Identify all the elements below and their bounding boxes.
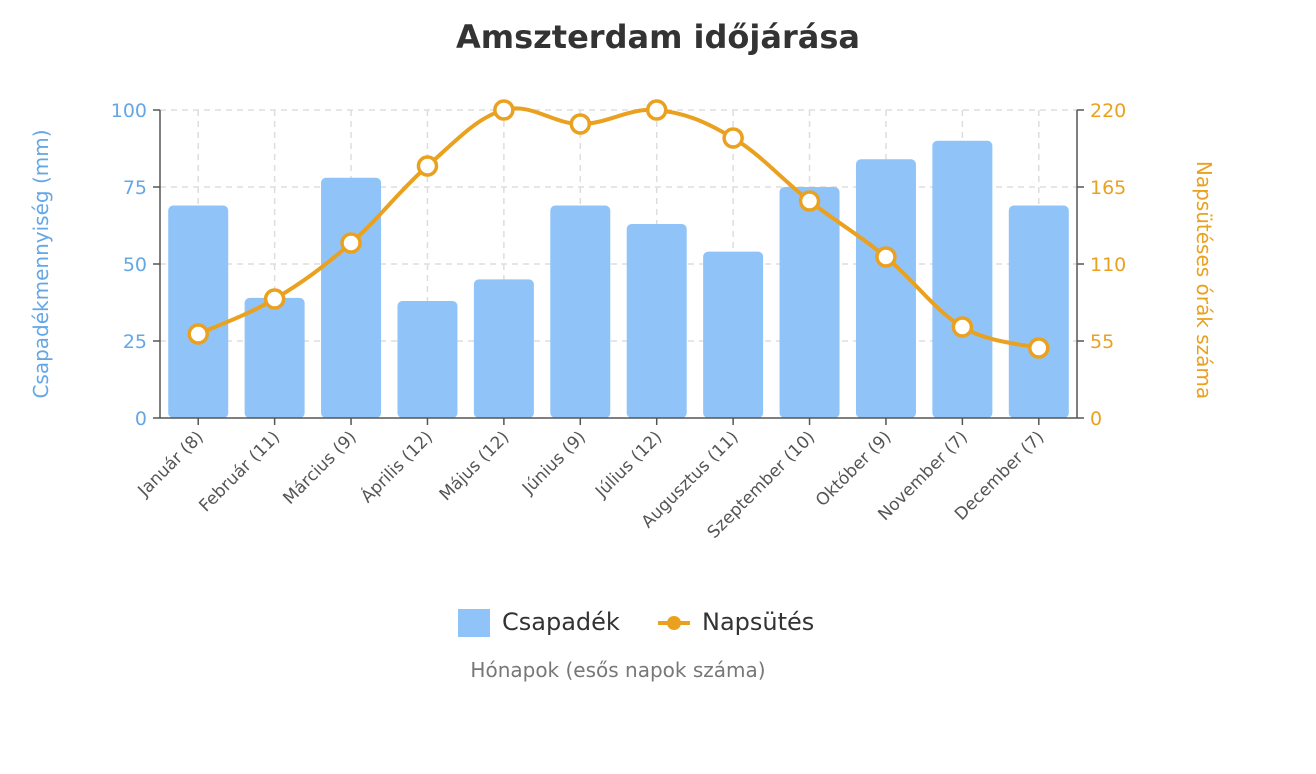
bar-12 bbox=[1008, 205, 1069, 418]
bar-7 bbox=[626, 223, 687, 418]
y-left-tick-label: 25 bbox=[123, 331, 147, 353]
chart-title: Amszterdam időjárása bbox=[456, 18, 860, 56]
legend-swatch-napsutes-marker[interactable] bbox=[667, 616, 681, 630]
napsutes-point-2 bbox=[263, 288, 286, 310]
napsutes-point-3 bbox=[340, 232, 362, 254]
napsutes-point-5 bbox=[493, 99, 515, 121]
napsutes-point-7 bbox=[645, 99, 668, 121]
x-tick-label: Március (9) bbox=[279, 427, 360, 508]
x-tick-label: Október (9) bbox=[812, 427, 895, 510]
y-right-tick-label: 0 bbox=[1090, 408, 1102, 430]
line-series bbox=[187, 99, 1050, 359]
y-left-tick-label: 0 bbox=[135, 408, 147, 430]
y-axis-right-label: Napsütéses órák száma bbox=[1192, 161, 1216, 399]
y-left-tick-label: 75 bbox=[123, 177, 147, 199]
napsutes-point-9 bbox=[798, 190, 821, 212]
napsutes-point-10 bbox=[875, 246, 897, 268]
napsutes-point-4 bbox=[416, 155, 439, 177]
x-tick-label: Január (8) bbox=[134, 427, 208, 501]
y-right-tick-label: 110 bbox=[1090, 254, 1126, 276]
x-tick-label: Április (12) bbox=[356, 426, 437, 507]
y-left-tick-label: 100 bbox=[111, 100, 147, 122]
y-right-tick-label: 165 bbox=[1090, 177, 1126, 199]
legend-swatch-csapadek[interactable] bbox=[458, 609, 490, 637]
napsutes-point-11 bbox=[951, 316, 974, 338]
bar-3 bbox=[321, 177, 382, 418]
napsutes-point-12 bbox=[1028, 337, 1050, 359]
x-tick-label: Május (12) bbox=[436, 427, 514, 505]
bar-2 bbox=[244, 297, 305, 418]
x-tick-label: Február (11) bbox=[195, 427, 284, 516]
legend-label-csapadek[interactable]: Csapadék bbox=[502, 608, 620, 636]
napsutes-point-1 bbox=[187, 323, 209, 345]
bar-8 bbox=[703, 251, 764, 418]
bar-1 bbox=[168, 205, 229, 418]
napsutes-point-6 bbox=[569, 113, 592, 135]
napsutes-point-8 bbox=[722, 127, 744, 149]
bar-6 bbox=[550, 205, 611, 418]
x-axis-label: Hónapok (esős napok száma) bbox=[470, 658, 765, 682]
x-tick-label: Július (12) bbox=[591, 427, 666, 502]
y-axis-left-label: Csapadékmennyiség (mm) bbox=[29, 129, 53, 398]
legend-label-napsutes[interactable]: Napsütés bbox=[702, 608, 814, 636]
x-tick-label: Június (9) bbox=[518, 427, 590, 499]
bar-11 bbox=[932, 140, 993, 419]
y-right-tick-label: 220 bbox=[1090, 100, 1126, 122]
bar-10 bbox=[855, 159, 916, 418]
bar-4 bbox=[397, 300, 458, 418]
y-left-tick-label: 50 bbox=[123, 254, 147, 276]
y-right-tick-label: 55 bbox=[1090, 331, 1114, 353]
bar-5 bbox=[473, 279, 534, 418]
bar-9 bbox=[779, 187, 840, 418]
bar-series bbox=[168, 140, 1069, 419]
legend: Csapadék Napsütés bbox=[458, 608, 814, 637]
